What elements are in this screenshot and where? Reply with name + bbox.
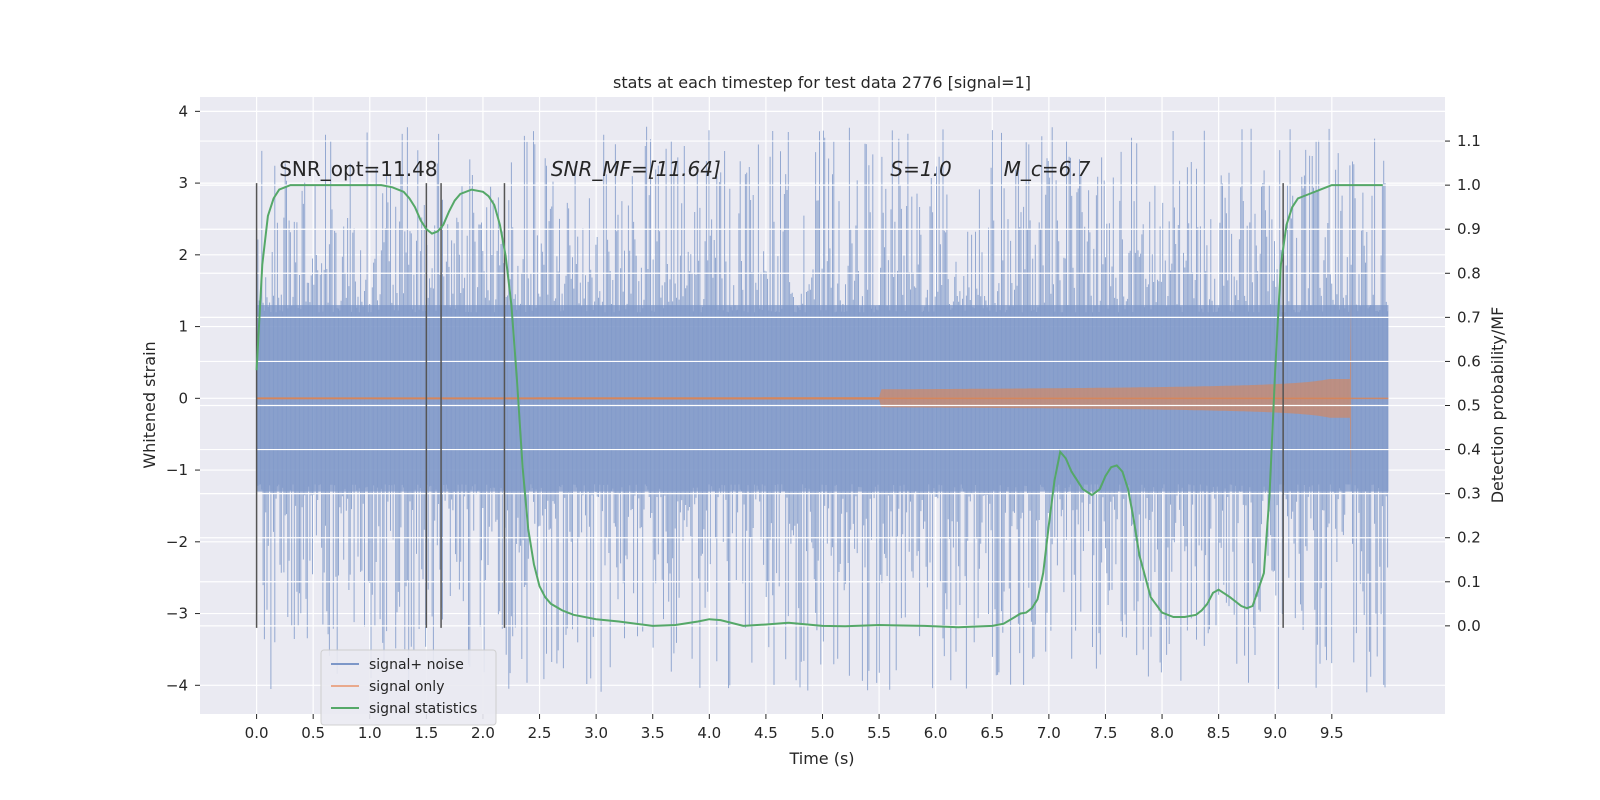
x-axis-label: Time (s) bbox=[788, 749, 854, 768]
y-tick-label: 1 bbox=[178, 318, 188, 336]
y-tick-label: 2 bbox=[178, 246, 188, 264]
y-tick-label: 0 bbox=[178, 389, 188, 407]
y-tick-label: 4 bbox=[178, 102, 188, 120]
x-tick-label: 1.5 bbox=[414, 724, 438, 742]
y-ticks: −4 −3 −2 −1 0 1 2 3 4 bbox=[166, 102, 200, 694]
x-tick-label: 9.5 bbox=[1320, 724, 1344, 742]
legend-label-noise: signal+ noise bbox=[369, 657, 464, 673]
x-tick-label: 3.0 bbox=[584, 724, 608, 742]
signal-only-series bbox=[256, 294, 1389, 485]
y2-tick-label: 0.0 bbox=[1457, 617, 1481, 635]
chirp-envelope bbox=[256, 294, 1352, 485]
annotations: SNR_opt=11.48 SNR_MF=[11.64] S=1.0 M_c=6.7 bbox=[279, 157, 1090, 181]
y-tick-label: −2 bbox=[166, 533, 188, 551]
y-axis-label: Whitened strain bbox=[140, 341, 159, 468]
x-ticks: 0.0 0.5 1.0 1.5 2.0 2.5 3.0 3.5 4.0 4.5 5.0 5.5 6.0 6… bbox=[245, 714, 1344, 742]
x-tick-label: 5.0 bbox=[811, 724, 835, 742]
grid-y2 bbox=[200, 140, 1445, 627]
y2-tick-label: 0.4 bbox=[1457, 441, 1481, 459]
y-tick-label: −1 bbox=[166, 461, 188, 479]
x-tick-label: 4.0 bbox=[697, 724, 721, 742]
y-tick-label: −4 bbox=[166, 676, 188, 694]
chart-title: stats at each timestep for test data 277… bbox=[613, 73, 1031, 92]
y2-tick-label: 1.0 bbox=[1457, 176, 1481, 194]
x-tick-label: 3.5 bbox=[641, 724, 665, 742]
vertical-markers bbox=[255, 183, 1284, 628]
x-tick-label: 1.0 bbox=[358, 724, 382, 742]
y-tick-label: 3 bbox=[178, 174, 188, 192]
x-tick-label: 5.5 bbox=[867, 724, 891, 742]
x-tick-label: 2.5 bbox=[528, 724, 552, 742]
x-tick-label: 9.0 bbox=[1263, 724, 1287, 742]
y2-tick-label: 0.6 bbox=[1457, 352, 1481, 370]
legend-label-stats: signal statistics bbox=[369, 701, 477, 717]
y2-axis-label: Detection probability/MF bbox=[1488, 307, 1507, 504]
x-tick-label: 7.5 bbox=[1094, 724, 1118, 742]
y-tick-label: −3 bbox=[166, 605, 188, 623]
legend-label-signal: signal only bbox=[369, 679, 444, 695]
x-tick-label: 8.0 bbox=[1150, 724, 1174, 742]
y2-tick-label: 0.2 bbox=[1457, 529, 1481, 547]
x-tick-label: 6.5 bbox=[980, 724, 1004, 742]
y2-tick-label: 0.1 bbox=[1457, 573, 1481, 591]
y2-tick-label: 0.8 bbox=[1457, 264, 1481, 282]
signal-statistics-line bbox=[255, 184, 1383, 629]
y2-tick-label: 0.9 bbox=[1457, 220, 1481, 238]
legend-box bbox=[320, 649, 497, 726]
y2-tick-label: 1.1 bbox=[1457, 132, 1481, 150]
y2-tick-label: 0.7 bbox=[1457, 308, 1481, 326]
annotation-label: M_c=6.7 bbox=[1004, 157, 1091, 181]
legend: signal+ noise signal only signal statist… bbox=[320, 649, 497, 726]
x-tick-label: 4.5 bbox=[754, 724, 778, 742]
x-tick-label: 7.0 bbox=[1037, 724, 1061, 742]
x-tick-label: 0.5 bbox=[301, 724, 325, 742]
annotation-label: SNR_opt=11.48 bbox=[279, 157, 437, 181]
y2-tick-label: 0.5 bbox=[1457, 397, 1481, 415]
y2-tick-label: 0.3 bbox=[1457, 485, 1481, 503]
x-tick-label: 0.0 bbox=[245, 724, 269, 742]
x-tick-label: 6.0 bbox=[924, 724, 948, 742]
x-tick-label: 2.0 bbox=[471, 724, 495, 742]
annotation-label: SNR_MF=[11.64] bbox=[551, 157, 721, 181]
x-tick-label: 8.5 bbox=[1207, 724, 1231, 742]
y2-ticks: 0.0 0.1 0.2 0.3 0.4 0.5 0.6 0.7 0.8 0.9 1.0 1.1 bbox=[1445, 132, 1481, 635]
annotation-label: S=1.0 bbox=[890, 157, 951, 181]
